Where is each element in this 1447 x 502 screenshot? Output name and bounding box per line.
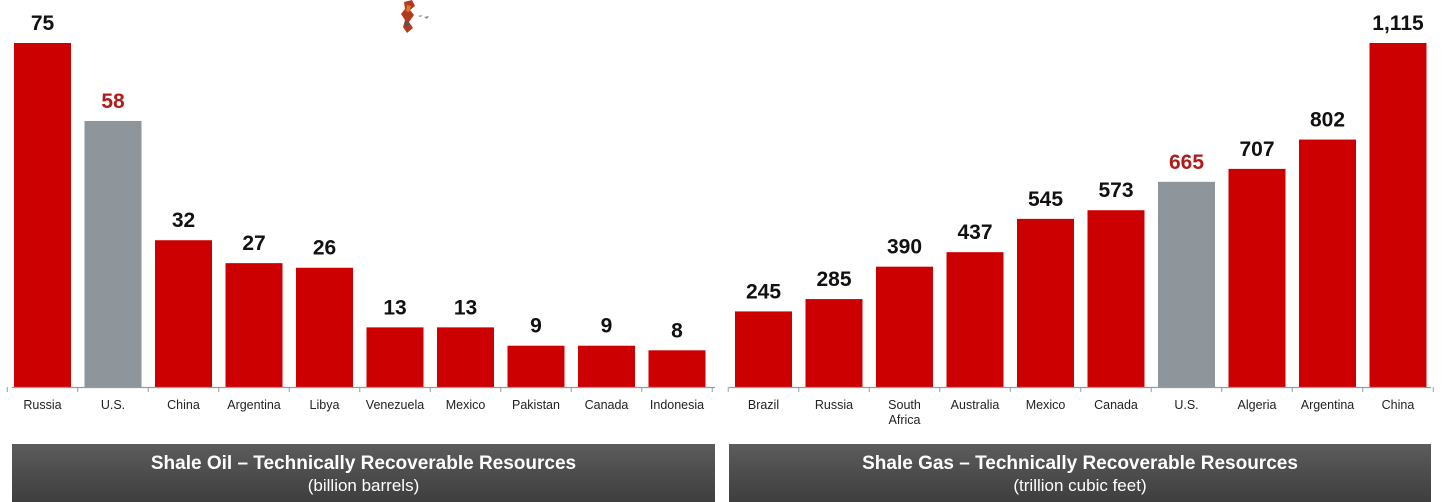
oil-category-label: U.S. xyxy=(101,398,125,412)
oil-value-label: 27 xyxy=(242,232,265,255)
oil-value-label: 58 xyxy=(101,90,125,113)
gas-bar xyxy=(1087,210,1145,387)
gas-bar xyxy=(1017,218,1074,387)
oil-bar xyxy=(225,263,283,387)
oil-category-label: Canada xyxy=(585,398,629,412)
gas-value-label: 573 xyxy=(1098,179,1133,202)
gas-category-label: Argentina xyxy=(1301,398,1355,412)
gas-category-label: South Africa xyxy=(888,398,921,427)
gas-bar xyxy=(946,252,1004,387)
gas-bar xyxy=(1158,181,1215,387)
oil-category-label: Mexico xyxy=(446,398,486,412)
oil-category-label: Russia xyxy=(23,398,61,412)
shale-oil-title: Shale Oil – Technically Recoverable Reso… xyxy=(150,453,577,474)
oil-bar xyxy=(84,120,142,388)
shale-oil-unit: (billion barrels) xyxy=(307,476,420,495)
oil-chart: 75 Russia 58 U.S. 32 China 27 Argentina 26 Libya 1… xyxy=(6,12,715,412)
oil-value-label: 26 xyxy=(313,237,336,260)
gas-bar xyxy=(876,266,933,387)
shale-gas-title: Shale Gas – Technically Recoverable Reso… xyxy=(862,453,1298,474)
oil-value-label: 9 xyxy=(530,315,542,338)
oil-value-label: 13 xyxy=(383,296,406,319)
gas-chart: 245 Brazil 285 Russia 390 South Africa 437 Austr… xyxy=(727,12,1434,427)
gas-value-label: 545 xyxy=(1028,188,1063,211)
oil-bar xyxy=(578,345,635,387)
oil-category-label: Libya xyxy=(310,398,340,412)
gas-value-label: 437 xyxy=(957,221,992,244)
oil-bar xyxy=(437,327,494,387)
oil-category-label: Argentina xyxy=(227,398,281,412)
gas-category-label: U.S. xyxy=(1174,398,1198,412)
oil-value-label: 32 xyxy=(172,209,195,232)
oil-bar xyxy=(507,345,565,387)
gas-category-label: Canada xyxy=(1094,398,1138,412)
gas-category-label: Brazil xyxy=(748,398,779,412)
oil-bar xyxy=(155,240,212,387)
gas-category-label: Algeria xyxy=(1238,398,1277,412)
oil-category-label: Indonesia xyxy=(650,398,704,412)
shale-oil-caption: Shale Oil – Technically Recoverable Reso… xyxy=(12,444,715,502)
oil-value-label: 8 xyxy=(671,319,683,342)
gas-value-label: 285 xyxy=(816,268,851,291)
gas-value-label: 245 xyxy=(746,280,781,303)
oil-value-label: 75 xyxy=(31,12,55,35)
shale-resources-chart: 75 Russia 58 U.S. 32 China 27 Argentina 26 Libya 1… xyxy=(6,12,1434,427)
map-fragment-icon xyxy=(401,0,429,33)
gas-value-label: 665 xyxy=(1169,151,1204,174)
oil-category-label: Pakistan xyxy=(512,398,560,412)
oil-category-label: China xyxy=(167,398,200,412)
oil-value-label: 9 xyxy=(601,315,613,338)
gas-bar xyxy=(735,311,792,387)
oil-bar xyxy=(296,267,353,387)
oil-bar xyxy=(14,43,71,387)
shale-gas-unit: (trillion cubic feet) xyxy=(1013,476,1147,495)
gas-value-label: 802 xyxy=(1310,109,1345,132)
gas-category-label: Australia xyxy=(951,398,1000,412)
oil-value-label: 13 xyxy=(454,296,477,319)
oil-bar xyxy=(648,350,706,387)
gas-category-label: Mexico xyxy=(1026,398,1066,412)
gas-bar xyxy=(805,299,863,387)
gas-bar xyxy=(1228,168,1286,387)
gas-value-label: 390 xyxy=(887,236,922,259)
shale-gas-caption: Shale Gas – Technically Recoverable Reso… xyxy=(729,444,1431,502)
gas-bar xyxy=(1369,43,1427,387)
gas-value-label: 1,115 xyxy=(1372,12,1424,35)
gas-value-label: 707 xyxy=(1239,138,1274,161)
gas-category-label: China xyxy=(1382,398,1415,412)
gas-bar xyxy=(1299,139,1356,387)
oil-category-label: Venezuela xyxy=(366,398,424,412)
gas-category-label: Russia xyxy=(815,398,853,412)
oil-bar xyxy=(366,327,424,387)
